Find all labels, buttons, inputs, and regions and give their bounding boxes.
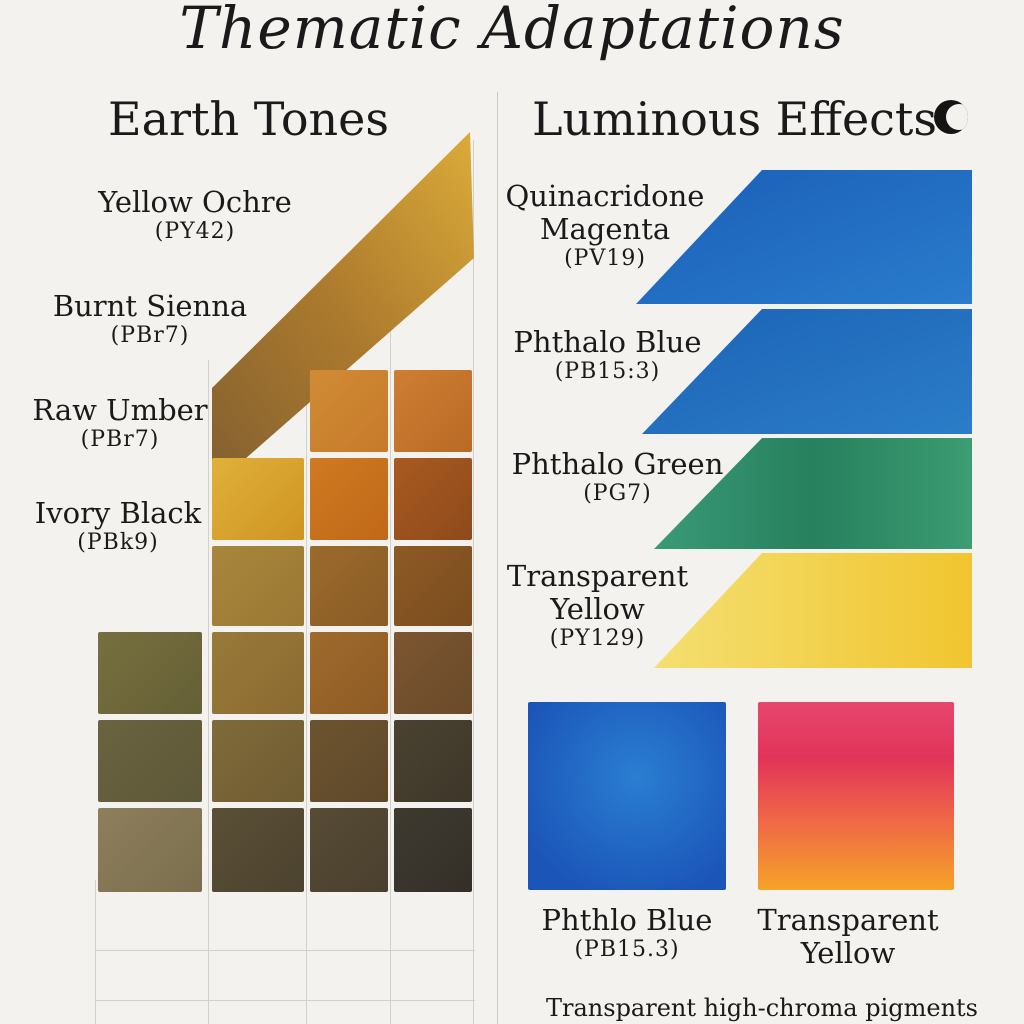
wash-phthalo-blue [642,309,972,434]
pigment-code: (PBr7) [110,323,190,348]
swatch-sienna-umber [310,632,388,714]
wash-quinacridone-magenta [636,170,972,304]
pigment-code: (PB15:3) [554,359,661,384]
pigment-label-phthalo-blue: Phthalo Blue (PB15:3) [505,325,710,385]
luminous-effects-heading: Luminous Effects [532,92,938,146]
swatch-umber-dark [394,546,472,626]
pigment-name: Phthalo Blue [513,325,702,359]
swatch-code: (PB15.3) [574,937,680,962]
swatch-transparent-yellow-square [758,702,954,890]
swatch-umber-deep [310,720,388,802]
swatch-label-phthlo-blue: Phthlo Blue (PB15.3) [528,903,726,963]
page-title: Thematic Adaptations [179,0,845,62]
swatch-burnt-sienna-light [310,370,388,452]
pigment-code: (PY129) [549,626,646,651]
swatch-ivory-black-mix [310,808,388,892]
pigment-label-ivory-black: Ivory Black (PBk9) [18,496,218,556]
pigment-label-burnt-sienna: Burnt Sienna (PBr7) [45,289,255,349]
pigment-name: Ivory Black [34,496,202,530]
pigment-code: (PG7) [583,481,652,506]
pigment-name: Phthalo Green [511,447,724,481]
wash-transparent-yellow [654,553,972,668]
swatch-raw-umber [98,720,202,802]
swatch-ochre-umber [212,632,304,714]
pigment-name-line2: Yellow [550,592,645,626]
luminous-caption: Transparent high-chroma pigments [546,994,978,1022]
swatch-umber-black [394,720,472,802]
swatch-name: Phthlo Blue [541,903,713,937]
pigment-name-line2: Magenta [539,212,671,246]
swatch-yellow-ochre [212,458,304,540]
pigment-name-line1: Quinacridone [505,179,705,213]
swatch-phthalo-blue-square [528,702,726,890]
pigment-code: (PBr7) [80,427,160,452]
pigment-name: Yellow Ochre [98,185,292,219]
pigment-name: Burnt Sienna [52,289,248,323]
swatch-umber-brown [394,632,472,714]
swatch-olive [98,632,202,714]
swatch-raw-sienna-mix [212,546,304,626]
pigment-code: (PV19) [564,246,646,271]
swatch-name-line1: Transparent [757,903,939,937]
swatch-ivory-black [394,808,472,892]
swatch-burnt-sienna [394,370,472,452]
pigment-name-line1: Transparent [506,559,689,593]
wash-phthalo-green [654,438,972,549]
pigment-label-yellow-ochre: Yellow Ochre (PY42) [90,185,300,245]
pigment-label-raw-umber: Raw Umber (PBr7) [20,393,220,453]
swatch-label-transparent-yellow: Transparent Yellow [748,904,948,970]
column-divider [497,92,498,1024]
pigment-code: (PY42) [154,219,236,244]
swatch-umber-ochre [212,720,304,802]
half-moon-icon [934,100,968,134]
pigment-label-quinacridone-magenta: Quinacridone Magenta (PV19) [505,179,705,272]
swatch-ivory-black-umber [212,808,304,892]
earth-tones-heading: Earth Tones [108,92,389,146]
swatch-umber-mix [310,546,388,626]
swatch-umber-diluted [98,808,202,892]
swatch-name-line2: Yellow [800,936,896,970]
pigment-name: Raw Umber [32,393,208,427]
swatch-dark-sienna [394,458,472,540]
swatch-orange-sienna [310,458,388,540]
pigment-code: (PBk9) [77,530,159,555]
pigment-label-phthalo-green: Phthalo Green (PG7) [510,447,725,507]
pigment-label-transparent-yellow: Transparent Yellow (PY129) [500,559,695,652]
